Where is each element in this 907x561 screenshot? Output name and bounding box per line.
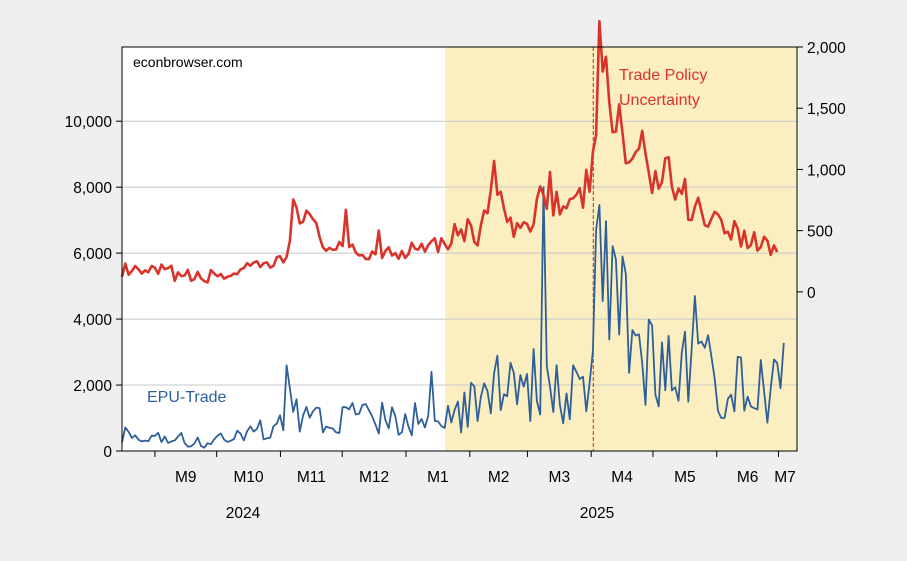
left-axis-tick-label: 2,000: [73, 378, 112, 395]
series-label-tpu-line1: Trade Policy: [619, 67, 707, 84]
right-axis-tick-label: 500: [807, 224, 833, 241]
left-axis-tick-label: 8,000: [73, 180, 112, 197]
left-axis-tick-label: 0: [103, 444, 112, 461]
right-axis-tick-label: 0: [807, 285, 816, 302]
series-layer: [120, 19, 785, 449]
x-axis-month-label: M10: [233, 469, 264, 486]
x-axis-month-label: M6: [737, 469, 759, 486]
series-line-trade-policy-uncertainty: [120, 19, 779, 284]
right-axis-tick-label: 1,000: [807, 162, 846, 179]
x-axis-month-label: M11: [297, 469, 326, 486]
x-axis-month-label: M5: [674, 469, 696, 486]
watermark-text: econbrowser.com: [133, 54, 243, 70]
series-line-epu-trade: [121, 186, 785, 449]
x-axis-month-label: M9: [175, 469, 197, 486]
left-axis-tick-label: 10,000: [65, 114, 113, 131]
left-y-axis: 0 2,000 4,000 6,000 8,000 10,000: [65, 114, 122, 461]
right-axis-tick-label: 2,000: [807, 40, 846, 57]
plot-frame: [121, 46, 798, 452]
x-axis-month-label: M12: [359, 469, 389, 486]
x-axis-month-label: M7: [774, 469, 796, 486]
x-axis-month-label: M2: [488, 469, 510, 486]
x-axis-month-label: M3: [549, 469, 571, 486]
series-label-tpu-line2: Uncertainty: [619, 92, 700, 109]
x-axis-month-label: M1: [427, 469, 449, 486]
left-axis-tick-label: 6,000: [73, 246, 112, 263]
x-axis-year-label: 2025: [580, 505, 614, 522]
left-axis-tick-label: 4,000: [73, 312, 112, 329]
series-label-epu-trade: EPU-Trade: [147, 389, 227, 406]
right-y-axis: 0 500 1,000 1,500 2,000: [797, 40, 846, 302]
x-axis: M9 M10 M11 M12 M1 M2 M3 M4 M5 M6 M7 2024 2025: [154, 451, 796, 522]
x-axis-month-label: M4: [611, 469, 633, 486]
x-axis-year-label: 2024: [226, 505, 261, 522]
right-axis-tick-label: 1,500: [807, 101, 846, 118]
